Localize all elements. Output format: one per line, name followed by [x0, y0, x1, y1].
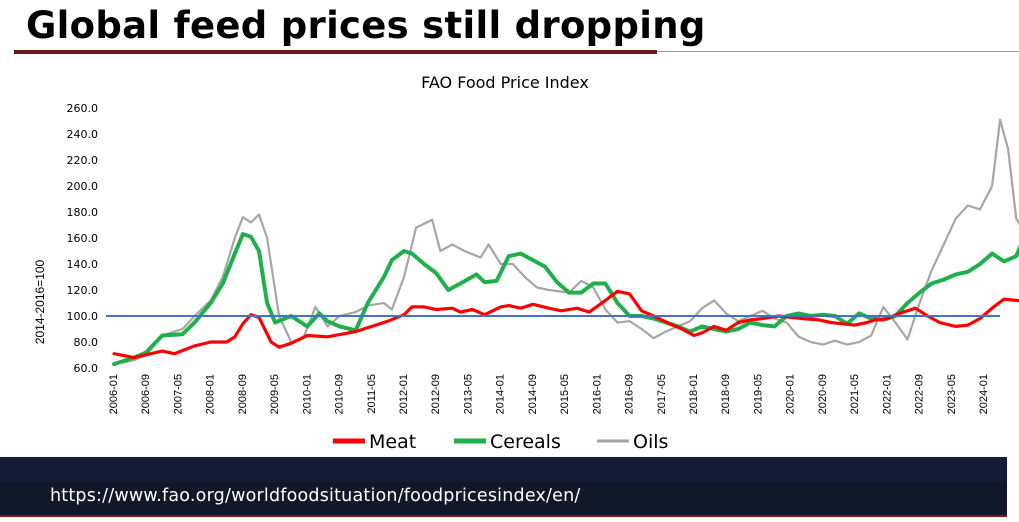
slide-title: Global feed prices still dropping [26, 4, 706, 47]
footer-band-top [0, 457, 1007, 482]
y-tick-label: 260.0 [67, 102, 99, 115]
x-tick-label: 2008-01 [205, 374, 217, 414]
y-tick-label: 160.0 [67, 232, 99, 245]
y-tick-label: 100.0 [67, 310, 99, 323]
y-tick-label: 60.0 [74, 362, 99, 375]
y-tick-label: 140.0 [67, 258, 99, 271]
x-tick-label: 2018-01 [688, 374, 700, 414]
x-tick-label: 2022-01 [881, 374, 893, 414]
x-tick-label: 2018-09 [720, 374, 732, 414]
x-tick-label: 2008-09 [237, 374, 249, 414]
x-tick-label: 2020-01 [785, 374, 797, 414]
x-tick-label: 2014-01 [495, 374, 507, 414]
x-tick-label: 2020-09 [817, 374, 829, 414]
x-tick-label: 2019-05 [752, 374, 764, 414]
chart-title: FAO Food Price Index [421, 73, 589, 92]
series-lines [106, 118, 1019, 367]
x-tick-label: 2012-01 [398, 374, 410, 414]
chart-legend: Meat Cereals Oils [333, 431, 668, 453]
series-line-meat [112, 289, 1019, 360]
y-tick-label: 80.0 [74, 336, 99, 349]
food-price-index-chart: FAO Food Price Index 2014-2016=100 60.0 8… [33, 73, 1019, 453]
y-tick-label: 220.0 [67, 154, 99, 167]
x-tick-label: 2023-05 [946, 374, 958, 414]
title-underline [14, 50, 657, 54]
y-axis-ticks: 60.0 80.0 100.0 120.0 140.0 160.0 180.0 200.0 22… [67, 102, 99, 375]
x-tick-label: 2022-09 [914, 374, 926, 414]
x-axis-ticks: 2006-01 2006-09 2007-05 2008-01 2008-09 2009-… [108, 374, 990, 414]
y-tick-label: 120.0 [67, 284, 99, 297]
x-tick-label: 2007-05 [172, 374, 184, 414]
source-url[interactable]: https://www.fao.org/worldfoodsituation/f… [50, 486, 581, 506]
x-tick-label: 2024-01 [978, 374, 990, 414]
x-tick-label: 2016-01 [591, 374, 603, 414]
y-tick-label: 200.0 [67, 180, 99, 193]
series-line-oils [112, 118, 1019, 366]
x-tick-label: 2015-05 [559, 374, 571, 414]
x-tick-label: 2011-05 [366, 374, 378, 414]
x-tick-label: 2013-05 [462, 374, 474, 414]
y-axis-label: 2014-2016=100 [33, 259, 47, 344]
x-tick-label: 2021-05 [849, 374, 861, 414]
y-tick-label: 180.0 [67, 206, 99, 219]
legend-label-meat: Meat [369, 431, 416, 453]
x-tick-label: 2016-09 [624, 374, 636, 414]
x-tick-label: 2017-05 [656, 374, 668, 414]
x-tick-label: 2014-09 [527, 374, 539, 414]
footer-red-rule [0, 515, 1007, 517]
legend-label-cereals: Cereals [490, 431, 561, 453]
y-tick-label: 240.0 [67, 128, 99, 141]
x-tick-label: 2006-09 [140, 374, 152, 414]
x-tick-label: 2010-09 [334, 374, 346, 414]
x-tick-label: 2009-05 [269, 374, 281, 414]
x-tick-label: 2012-09 [430, 374, 442, 414]
footer-band [0, 482, 1007, 515]
x-tick-label: 2006-01 [108, 374, 120, 414]
series-line-cereals [112, 232, 1019, 367]
x-tick-label: 2010-01 [301, 374, 313, 414]
title-underline-extension [657, 51, 1019, 52]
legend-label-oils: Oils [633, 431, 668, 453]
